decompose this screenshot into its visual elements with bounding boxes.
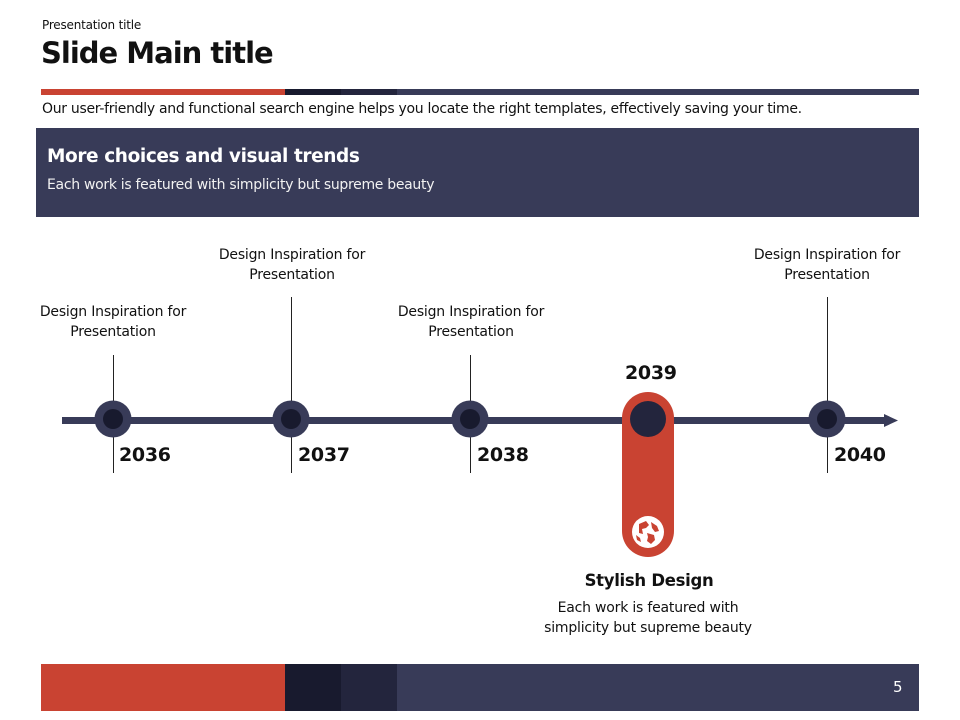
milestone-marker xyxy=(808,400,846,438)
banner-text: Each work is featured with simplicity bu… xyxy=(47,177,435,193)
highlight-text: Each work is featured with simplicity bu… xyxy=(544,600,752,636)
page-number: 5 xyxy=(893,678,903,696)
milestone-caption-2037: Design Inspiration for Presentation xyxy=(218,247,366,283)
milestone-marker xyxy=(272,400,310,438)
milestone-caption-2040: Design Inspiration for Presentation xyxy=(753,247,901,283)
slide-main-title: Slide Main title xyxy=(41,36,274,70)
milestone-year-2037: 2037 xyxy=(298,444,350,466)
milestone-marker xyxy=(94,400,132,438)
slide-subtitle: Our user-friendly and functional search … xyxy=(42,101,802,117)
milestone-year-2040: 2040 xyxy=(834,444,886,466)
globe-icon xyxy=(632,516,664,548)
timeline-arrow-head xyxy=(884,414,898,427)
title-divider xyxy=(41,89,919,95)
banner-heading: More choices and visual trends xyxy=(47,146,360,167)
milestone-marker xyxy=(451,400,489,438)
presentation-title: Presentation title xyxy=(42,18,142,32)
milestone-year-2039: 2039 xyxy=(625,362,677,384)
milestone-year-2036: 2036 xyxy=(119,444,171,466)
milestone-year-2038: 2038 xyxy=(477,444,529,466)
footer-bar xyxy=(41,664,919,711)
milestone-caption-2038: Design Inspiration for Presentation xyxy=(397,304,545,340)
milestone-caption-2036: Design Inspiration for Presentation xyxy=(39,304,187,340)
highlight-marker xyxy=(622,392,674,557)
info-banner: More choices and visual trends Each work… xyxy=(36,128,919,217)
highlight-title: Stylish Design xyxy=(584,571,714,590)
